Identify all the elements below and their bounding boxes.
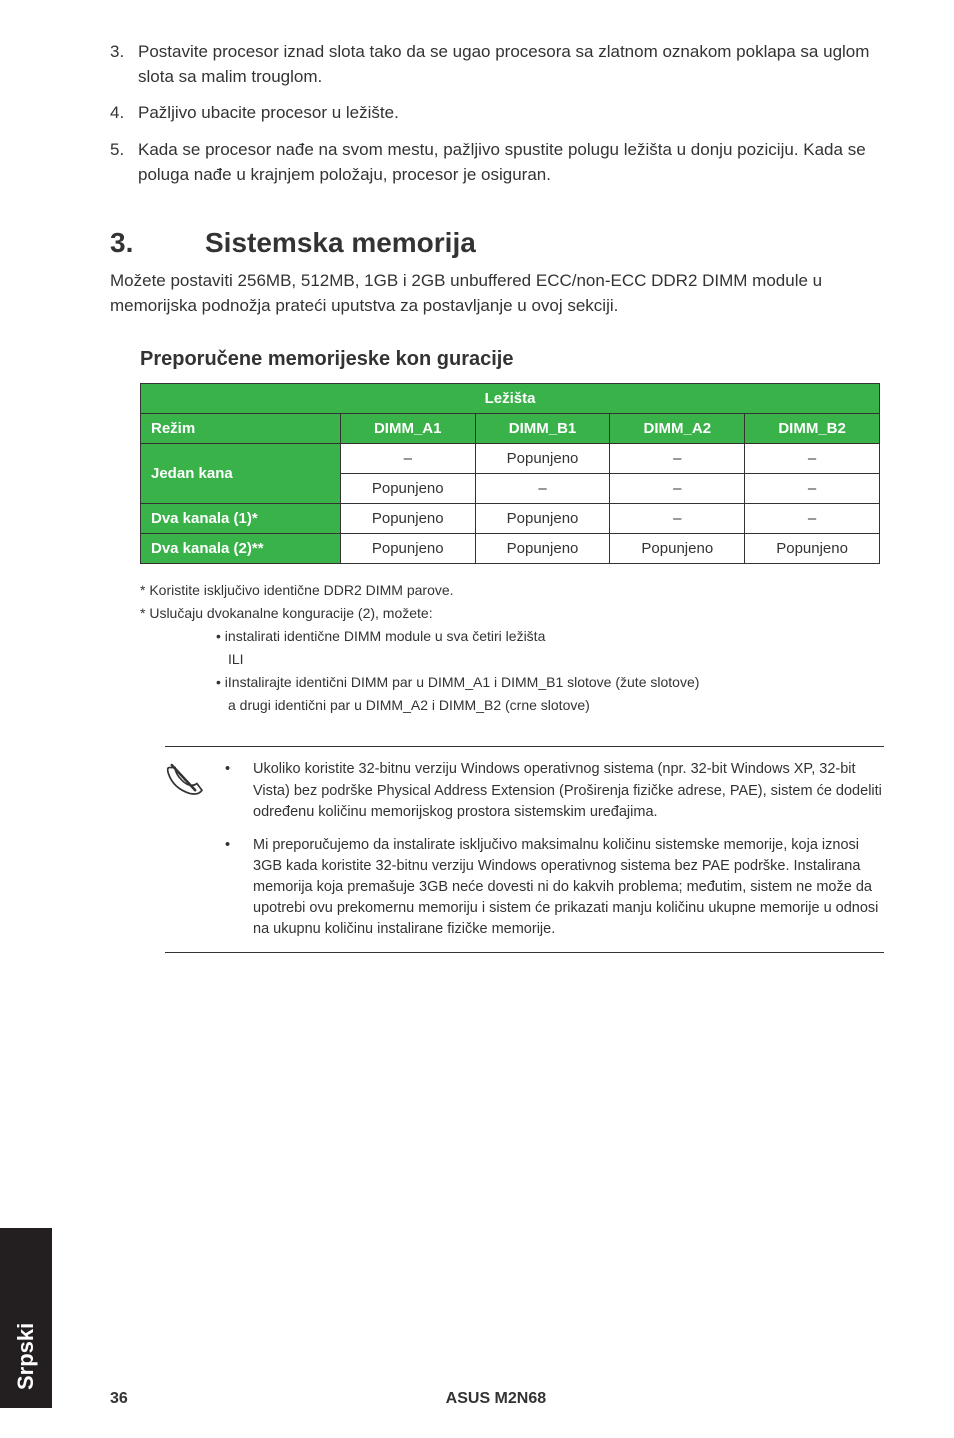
row-label: Dva kanala (1)* — [141, 504, 341, 534]
cell: Popunjeno — [340, 534, 475, 564]
cell: Popunjeno — [340, 474, 475, 504]
bullet-dot: • — [225, 835, 253, 940]
note-bullet: • Mi preporučujemo da instalirate isklju… — [225, 835, 884, 940]
col-header: DIMM_A2 — [610, 414, 745, 444]
section-intro: Možete postaviti 256MB, 512MB, 1GB i 2GB… — [110, 269, 884, 318]
note-text: Ukoliko koristite 32-bitnu verziju Windo… — [253, 759, 884, 822]
note-box: • Ukoliko koristite 32-bitnu verziju Win… — [165, 746, 884, 952]
note-content: • Ukoliko koristite 32-bitnu verziju Win… — [225, 759, 884, 939]
cell: Popunjeno — [475, 534, 610, 564]
cell: Popunjeno — [475, 444, 610, 474]
footnote-line: * Koristite isključivo identične DDR2 DI… — [140, 580, 884, 601]
list-number: 5. — [110, 138, 138, 187]
cell: Popunjeno — [340, 504, 475, 534]
table-caption: Ležišta — [141, 384, 880, 414]
section-heading: 3. Sistemska memorija — [110, 227, 884, 259]
cell: – — [745, 444, 880, 474]
list-number: 3. — [110, 40, 138, 89]
footer-title: ASUS M2N68 — [446, 1390, 546, 1408]
cell: – — [610, 504, 745, 534]
language-tab: Srpski — [0, 1228, 52, 1408]
cell: – — [745, 504, 880, 534]
cell: – — [745, 474, 880, 504]
col-header: DIMM_B1 — [475, 414, 610, 444]
footnote-line: a drugi identični par u DIMM_A2 i DIMM_B… — [228, 695, 884, 716]
col-header: DIMM_B2 — [745, 414, 880, 444]
footnote-line: • instalirati identične DIMM module u sv… — [216, 626, 884, 647]
cell: Popunjeno — [745, 534, 880, 564]
subheading: Preporučene memorijeske kon guracije — [140, 348, 884, 371]
col-header: Režim — [141, 414, 341, 444]
note-text: Mi preporučujemo da instalirate isključi… — [253, 835, 884, 940]
row-label: Jedan kana — [141, 444, 341, 504]
footnotes: * Koristite isključivo identične DDR2 DI… — [140, 580, 884, 716]
footnote-line: ILI — [228, 649, 884, 670]
cell: – — [340, 444, 475, 474]
note-icon — [165, 759, 225, 939]
row-label: Dva kanala (2)** — [141, 534, 341, 564]
footnote-line: • iInstalirajte identični DIMM par u DIM… — [216, 672, 884, 693]
cell: – — [475, 474, 610, 504]
list-text: Pažljivo ubacite procesor u ležište. — [138, 101, 884, 126]
section-number: 3. — [110, 227, 205, 259]
col-header: DIMM_A1 — [340, 414, 475, 444]
page-number: 36 — [110, 1390, 128, 1408]
footnote-line: * Uslučaju dvokanalne konguracije (2), m… — [140, 603, 884, 624]
note-bullet: • Ukoliko koristite 32-bitnu verziju Win… — [225, 759, 884, 822]
list-text: Postavite procesor iznad slota tako da s… — [138, 40, 884, 89]
table-row: Dva kanala (2)** Popunjeno Popunjeno Pop… — [141, 534, 880, 564]
section-title: Sistemska memorija — [205, 227, 476, 259]
step-list: 3. Postavite procesor iznad slota tako d… — [110, 40, 884, 187]
list-text: Kada se procesor nađe na svom mestu, paž… — [138, 138, 884, 187]
bullet-dot: • — [225, 759, 253, 822]
table-row: Jedan kana – Popunjeno – – — [141, 444, 880, 474]
cell: Popunjeno — [475, 504, 610, 534]
list-item: 3. Postavite procesor iznad slota tako d… — [110, 40, 884, 89]
cell: – — [610, 474, 745, 504]
list-number: 4. — [110, 101, 138, 126]
list-item: 5. Kada se procesor nađe na svom mestu, … — [110, 138, 884, 187]
page-footer: 36 ASUS M2N68 — [110, 1390, 884, 1408]
cell: – — [610, 444, 745, 474]
list-item: 4. Pažljivo ubacite procesor u ležište. — [110, 101, 884, 126]
cell: Popunjeno — [610, 534, 745, 564]
memory-config-table: Ležišta Režim DIMM_A1 DIMM_B1 DIMM_A2 DI… — [140, 383, 880, 564]
table-row: Dva kanala (1)* Popunjeno Popunjeno – – — [141, 504, 880, 534]
